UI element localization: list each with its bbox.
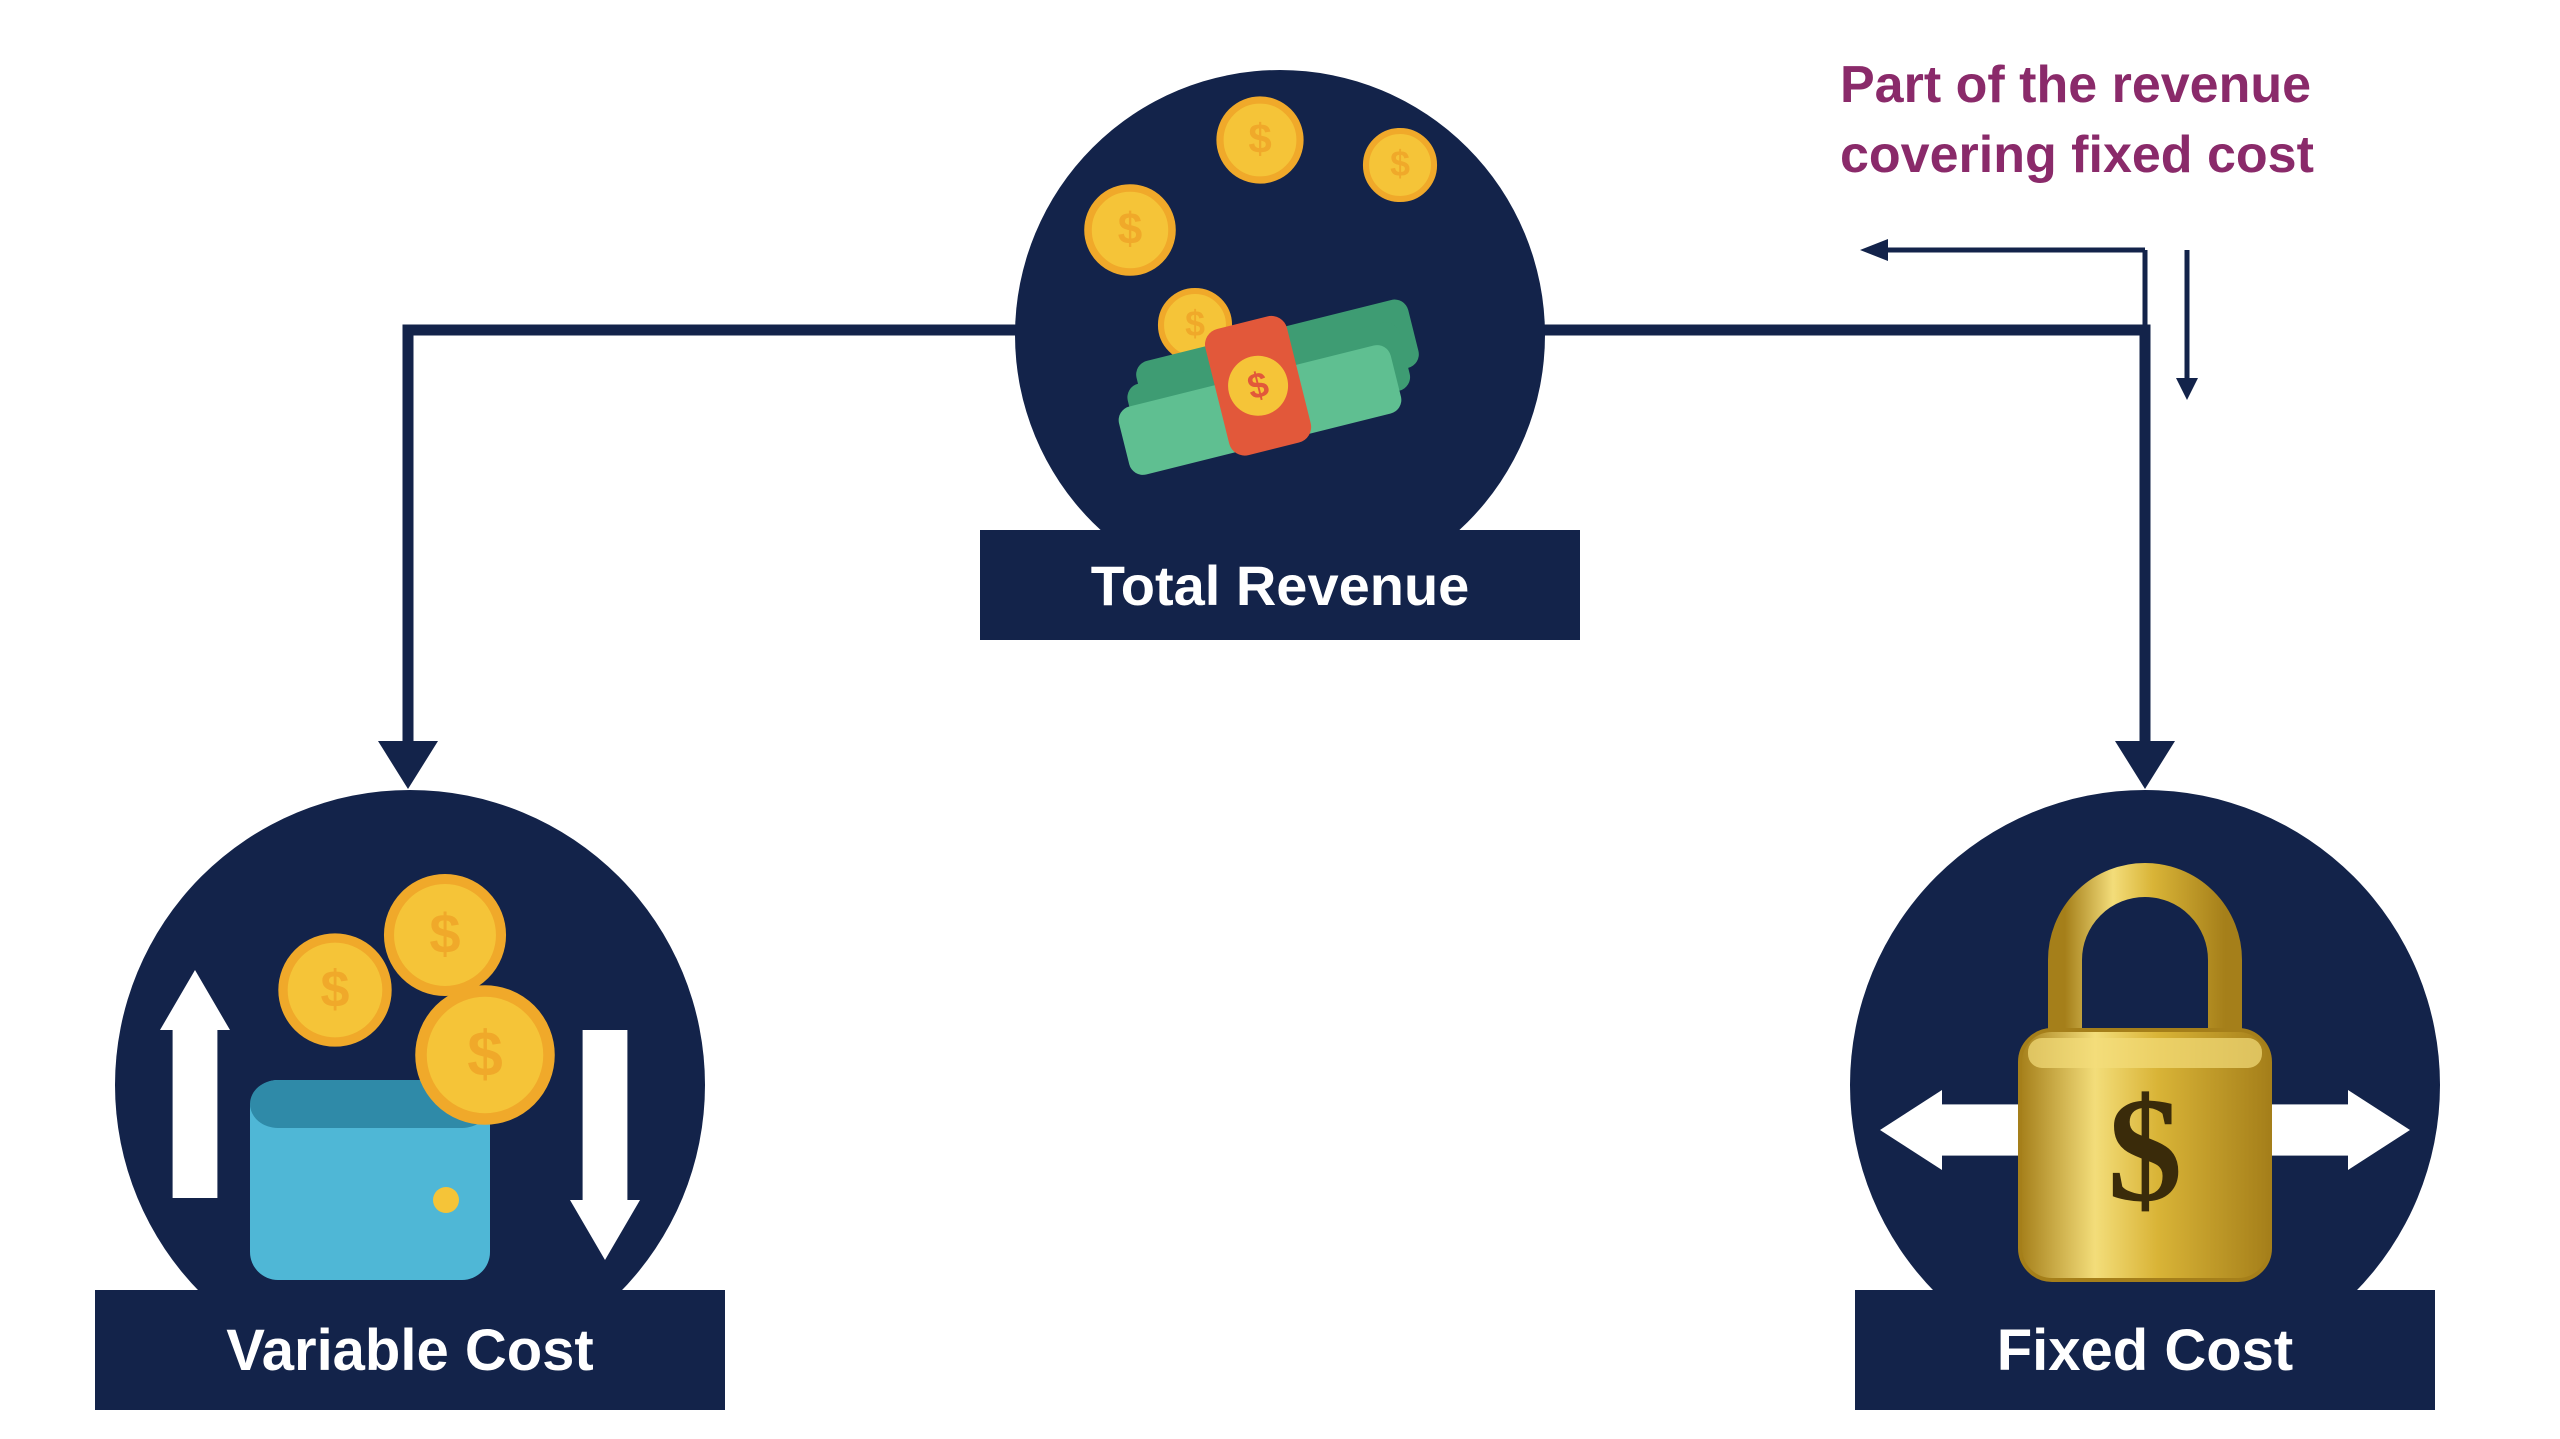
fixed-cost-label-box: Fixed Cost xyxy=(1855,1290,2435,1410)
total-revenue-label: Total Revenue xyxy=(1091,553,1470,618)
annotation-line2: covering fixed cost xyxy=(1840,120,2314,190)
total-revenue-circle xyxy=(1015,70,1545,600)
total-revenue-label-box: Total Revenue xyxy=(980,530,1580,640)
fixed-cost-label: Fixed Cost xyxy=(1997,1317,2294,1384)
variable-cost-label-box: Variable Cost xyxy=(95,1290,725,1410)
variable-cost-label: Variable Cost xyxy=(226,1317,593,1384)
annotation-line1: Part of the revenue xyxy=(1840,50,2314,120)
annotation-text: Part of the revenue covering fixed cost xyxy=(1840,50,2314,190)
diagram-stage: $$$$$ Total Revenue $$$ Variable Cost $ … xyxy=(0,0,2560,1439)
